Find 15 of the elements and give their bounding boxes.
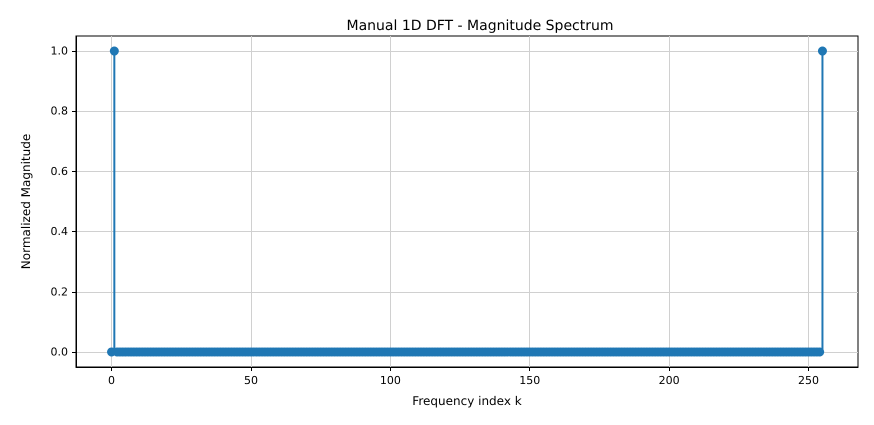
x-tick-label: 50 bbox=[244, 374, 258, 387]
x-tick-label: 0 bbox=[108, 374, 116, 387]
x-tick-label: 200 bbox=[658, 374, 680, 387]
y-tick-label: 0.0 bbox=[50, 345, 68, 358]
y-tick-label: 0.2 bbox=[50, 285, 68, 298]
chart-title: Manual 1D DFT - Magnitude Spectrum bbox=[346, 18, 614, 34]
x-axis-title: Frequency index k bbox=[412, 394, 522, 408]
x-tick-label: 150 bbox=[519, 374, 540, 387]
x-tick-label: 100 bbox=[380, 374, 401, 387]
y-tick-label: 0.8 bbox=[50, 104, 68, 118]
y-tick-label: 0.4 bbox=[50, 225, 68, 238]
y-axis-title: Normalized Magnitude bbox=[19, 134, 33, 270]
y-tick-label: 1.0 bbox=[50, 44, 68, 58]
y-tick-label: 0.6 bbox=[50, 164, 68, 178]
x-tick-label: 250 bbox=[798, 374, 820, 387]
